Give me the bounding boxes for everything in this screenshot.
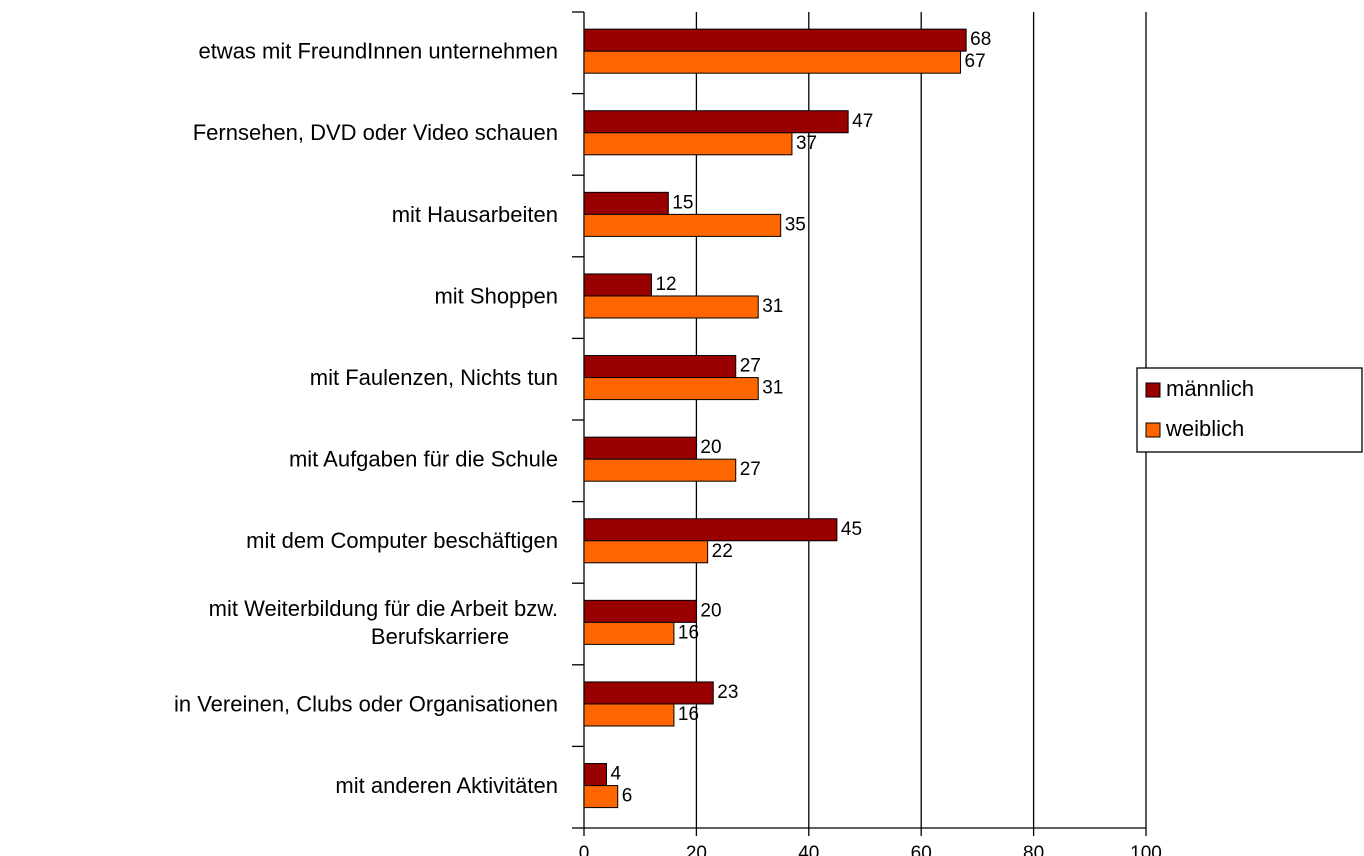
data-label: 4 xyxy=(610,764,621,785)
bar xyxy=(583,763,607,787)
y-tick-label: mit anderen Aktivitäten xyxy=(335,773,558,798)
bar xyxy=(583,540,709,564)
bar xyxy=(583,50,962,74)
data-label: 20 xyxy=(700,437,721,458)
bar xyxy=(583,458,737,482)
bar xyxy=(583,191,669,215)
data-label: 37 xyxy=(796,133,817,154)
bar xyxy=(583,295,759,319)
y-tick-label: mit Aufgaben für die Schule xyxy=(289,447,558,472)
data-label: 16 xyxy=(678,622,699,643)
data-label: 67 xyxy=(965,51,986,72)
data-label: 31 xyxy=(762,296,783,317)
y-tick-label: mit Hausarbeiten xyxy=(392,202,558,227)
x-tick-label: 80 xyxy=(1023,843,1044,856)
data-label: 23 xyxy=(717,682,738,703)
x-tick-label: 0 xyxy=(579,843,590,856)
data-label: 47 xyxy=(852,111,873,132)
bar xyxy=(583,28,967,52)
bar xyxy=(583,681,714,705)
bar xyxy=(583,273,652,297)
bar xyxy=(583,132,793,156)
data-label: 22 xyxy=(712,541,733,562)
bar xyxy=(583,213,782,237)
y-tick-label: mit Shoppen xyxy=(434,283,558,308)
data-label: 6 xyxy=(622,786,633,807)
y-tick-label: mit Weiterbildung für die Arbeit bzw. Ber… xyxy=(209,596,558,649)
data-label: 31 xyxy=(762,378,783,399)
bar xyxy=(583,436,697,460)
y-tick-label: Fernsehen, DVD oder Video schauen xyxy=(193,120,558,145)
legend-label: weiblich xyxy=(1165,416,1244,441)
x-tick-label: 100 xyxy=(1130,843,1162,856)
bar xyxy=(583,621,675,645)
data-label: 27 xyxy=(740,356,761,377)
y-tick-label: etwas mit FreundInnen unternehmen xyxy=(198,39,558,64)
data-label: 35 xyxy=(785,214,806,235)
data-label: 12 xyxy=(655,274,676,295)
bar xyxy=(583,355,737,379)
legend-label: männlich xyxy=(1166,376,1254,401)
bar xyxy=(583,518,838,542)
y-tick-label: mit Faulenzen, Nichts tun xyxy=(310,365,558,390)
bar xyxy=(583,599,697,623)
data-label: 68 xyxy=(970,29,991,50)
bar xyxy=(583,377,759,401)
y-tick-label: mit dem Computer beschäftigen xyxy=(246,528,558,553)
legend-swatch xyxy=(1145,422,1161,438)
x-tick-label: 60 xyxy=(911,843,932,856)
legend-swatch xyxy=(1145,382,1161,398)
bar xyxy=(583,110,849,134)
data-label: 16 xyxy=(678,704,699,725)
x-tick-label: 20 xyxy=(686,843,707,856)
bar xyxy=(583,785,619,809)
data-label: 45 xyxy=(841,519,862,540)
legend-box xyxy=(1136,367,1363,453)
data-label: 27 xyxy=(740,459,761,480)
data-label: 15 xyxy=(672,192,693,213)
bar xyxy=(583,703,675,727)
x-tick-label: 40 xyxy=(798,843,819,856)
y-tick-label: in Vereinen, Clubs oder Organisationen xyxy=(174,691,558,716)
data-label: 20 xyxy=(700,600,721,621)
